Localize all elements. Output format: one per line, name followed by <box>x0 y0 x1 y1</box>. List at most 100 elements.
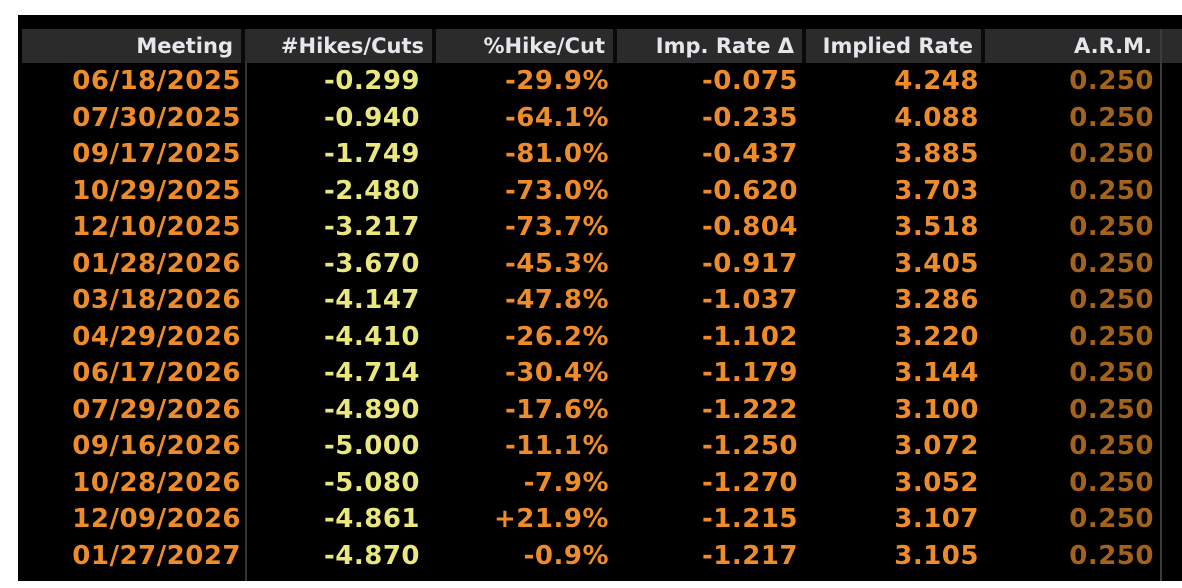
cell-implied_rate[interactable]: 3.100 <box>894 394 979 425</box>
cell-arm[interactable]: 0.250 <box>1069 540 1154 571</box>
cell-arm[interactable]: 0.250 <box>1069 66 1154 97</box>
cell-implied_rate[interactable]: 3.518 <box>894 212 979 243</box>
table-row[interactable]: 07/30/2025 -0.940 -64.1% -0.235 4.088 0.250 <box>18 100 1182 137</box>
table-row[interactable]: 01/27/2027 -4.870 -0.9% -1.217 3.105 0.250 <box>18 538 1182 575</box>
cell-imp_rate_delta[interactable]: -0.804 <box>701 212 798 243</box>
cell-meeting[interactable]: 09/17/2025 <box>72 139 241 170</box>
cell-meeting[interactable]: 12/10/2025 <box>72 212 241 243</box>
table-row[interactable]: 03/18/2026 -4.147 -47.8% -1.037 3.286 0.250 <box>18 282 1182 319</box>
cell-arm[interactable]: 0.250 <box>1069 467 1154 498</box>
cell-imp_rate_delta[interactable]: -1.217 <box>701 540 798 571</box>
cell-implied_rate[interactable]: 3.105 <box>894 540 979 571</box>
cell-meeting[interactable]: 01/28/2026 <box>72 248 241 279</box>
cell-hikes_cuts[interactable]: -3.670 <box>323 248 420 279</box>
cell-arm[interactable]: 0.250 <box>1069 504 1154 535</box>
cell-implied_rate[interactable]: 3.072 <box>894 431 979 462</box>
cell-implied_rate[interactable]: 3.885 <box>894 139 979 170</box>
cell-pct_hike_cut[interactable]: -47.8% <box>505 285 609 316</box>
cell-imp_rate_delta[interactable]: -0.437 <box>701 139 798 170</box>
cell-meeting[interactable]: 03/18/2026 <box>72 285 241 316</box>
cell-pct_hike_cut[interactable]: -81.0% <box>505 139 609 170</box>
table-row[interactable]: 10/29/2025 -2.480 -73.0% -0.620 3.703 0.250 <box>18 173 1182 210</box>
cell-meeting[interactable]: 09/16/2026 <box>72 431 241 462</box>
cell-pct_hike_cut[interactable]: -29.9% <box>505 66 609 97</box>
cell-meeting[interactable]: 06/18/2025 <box>72 66 241 97</box>
cell-imp_rate_delta[interactable]: -0.075 <box>701 66 798 97</box>
table-row[interactable]: 09/17/2025 -1.749 -81.0% -0.437 3.885 0.250 <box>18 136 1182 173</box>
cell-pct_hike_cut[interactable]: -26.2% <box>505 321 609 352</box>
cell-meeting[interactable]: 10/29/2025 <box>72 175 241 206</box>
cell-imp_rate_delta[interactable]: -0.235 <box>701 102 798 133</box>
cell-hikes_cuts[interactable]: -5.080 <box>323 467 420 498</box>
cell-hikes_cuts[interactable]: -4.147 <box>323 285 420 316</box>
cell-pct_hike_cut[interactable]: -17.6% <box>505 394 609 425</box>
cell-arm[interactable]: 0.250 <box>1069 394 1154 425</box>
cell-meeting[interactable]: 07/29/2026 <box>72 394 241 425</box>
cell-pct_hike_cut[interactable]: -7.9% <box>523 467 609 498</box>
table-row[interactable]: 07/29/2026 -4.890 -17.6% -1.222 3.100 0.250 <box>18 392 1182 429</box>
table-row[interactable]: 12/10/2025 -3.217 -73.7% -0.804 3.518 0.250 <box>18 209 1182 246</box>
cell-implied_rate[interactable]: 3.052 <box>894 467 979 498</box>
cell-arm[interactable]: 0.250 <box>1069 358 1154 389</box>
cell-hikes_cuts[interactable]: -4.714 <box>323 358 420 389</box>
cell-arm[interactable]: 0.250 <box>1069 139 1154 170</box>
table-row[interactable]: 01/28/2026 -3.670 -45.3% -0.917 3.405 0.250 <box>18 246 1182 283</box>
cell-imp_rate_delta[interactable]: -1.215 <box>701 504 798 535</box>
cell-imp_rate_delta[interactable]: -0.620 <box>701 175 798 206</box>
cell-implied_rate[interactable]: 3.703 <box>894 175 979 206</box>
cell-imp_rate_delta[interactable]: -1.250 <box>701 431 798 462</box>
cell-pct_hike_cut[interactable]: +21.9% <box>494 504 609 535</box>
cell-imp_rate_delta[interactable]: -1.222 <box>701 394 798 425</box>
table-row[interactable]: 12/09/2026 -4.861 +21.9% -1.215 3.107 0.250 <box>18 501 1182 538</box>
header-filler <box>1160 29 1182 63</box>
cell-imp_rate_delta[interactable]: -1.179 <box>701 358 798 389</box>
cell-pct_hike_cut[interactable]: -30.4% <box>505 358 609 389</box>
cell-imp_rate_delta[interactable]: -1.037 <box>701 285 798 316</box>
cell-hikes_cuts[interactable]: -3.217 <box>323 212 420 243</box>
cell-imp_rate_delta[interactable]: -1.102 <box>701 321 798 352</box>
cell-pct_hike_cut[interactable]: -64.1% <box>505 102 609 133</box>
cell-hikes_cuts[interactable]: -4.890 <box>323 394 420 425</box>
cell-meeting[interactable]: 04/29/2026 <box>72 321 241 352</box>
cell-arm[interactable]: 0.250 <box>1069 212 1154 243</box>
cell-hikes_cuts[interactable]: -2.480 <box>323 175 420 206</box>
cell-meeting[interactable]: 01/27/2027 <box>72 540 241 571</box>
table-row[interactable]: 09/16/2026 -5.000 -11.1% -1.250 3.072 0.250 <box>18 428 1182 465</box>
cell-arm[interactable]: 0.250 <box>1069 431 1154 462</box>
cell-imp_rate_delta[interactable]: -0.917 <box>701 248 798 279</box>
cell-hikes_cuts[interactable]: -1.749 <box>323 139 420 170</box>
cell-arm[interactable]: 0.250 <box>1069 248 1154 279</box>
cell-meeting[interactable]: 12/09/2026 <box>72 504 241 535</box>
cell-hikes_cuts[interactable]: -0.940 <box>323 102 420 133</box>
table-row[interactable]: 10/28/2026 -5.080 -7.9% -1.270 3.052 0.250 <box>18 465 1182 502</box>
cell-implied_rate[interactable]: 3.286 <box>894 285 979 316</box>
cell-implied_rate[interactable]: 3.220 <box>894 321 979 352</box>
table-row[interactable]: 04/29/2026 -4.410 -26.2% -1.102 3.220 0.250 <box>18 319 1182 356</box>
table-row[interactable]: 06/18/2025 -0.299 -29.9% -0.075 4.248 0.250 <box>18 63 1182 100</box>
cell-implied_rate[interactable]: 4.088 <box>894 102 979 133</box>
row-filler <box>1160 173 1182 210</box>
cell-pct_hike_cut[interactable]: -45.3% <box>505 248 609 279</box>
cell-implied_rate[interactable]: 3.405 <box>894 248 979 279</box>
cell-pct_hike_cut[interactable]: -73.0% <box>505 175 609 206</box>
cell-pct_hike_cut[interactable]: -11.1% <box>505 431 609 462</box>
cell-implied_rate[interactable]: 3.144 <box>894 358 979 389</box>
cell-arm[interactable]: 0.250 <box>1069 102 1154 133</box>
table-row[interactable]: 06/17/2026 -4.714 -30.4% -1.179 3.144 0.250 <box>18 355 1182 392</box>
cell-arm[interactable]: 0.250 <box>1069 321 1154 352</box>
cell-hikes_cuts[interactable]: -4.861 <box>323 504 420 535</box>
cell-hikes_cuts[interactable]: -0.299 <box>323 66 420 97</box>
cell-meeting[interactable]: 07/30/2025 <box>72 102 241 133</box>
cell-pct_hike_cut[interactable]: -73.7% <box>505 212 609 243</box>
cell-hikes_cuts[interactable]: -4.870 <box>323 540 420 571</box>
cell-meeting[interactable]: 10/28/2026 <box>72 467 241 498</box>
cell-arm[interactable]: 0.250 <box>1069 285 1154 316</box>
cell-hikes_cuts[interactable]: -4.410 <box>323 321 420 352</box>
cell-implied_rate[interactable]: 3.107 <box>894 504 979 535</box>
cell-hikes_cuts[interactable]: -5.000 <box>323 431 420 462</box>
cell-implied_rate[interactable]: 4.248 <box>894 66 979 97</box>
cell-imp_rate_delta[interactable]: -1.270 <box>701 467 798 498</box>
cell-arm[interactable]: 0.250 <box>1069 175 1154 206</box>
cell-pct_hike_cut[interactable]: -0.9% <box>523 540 609 571</box>
cell-meeting[interactable]: 06/17/2026 <box>72 358 241 389</box>
